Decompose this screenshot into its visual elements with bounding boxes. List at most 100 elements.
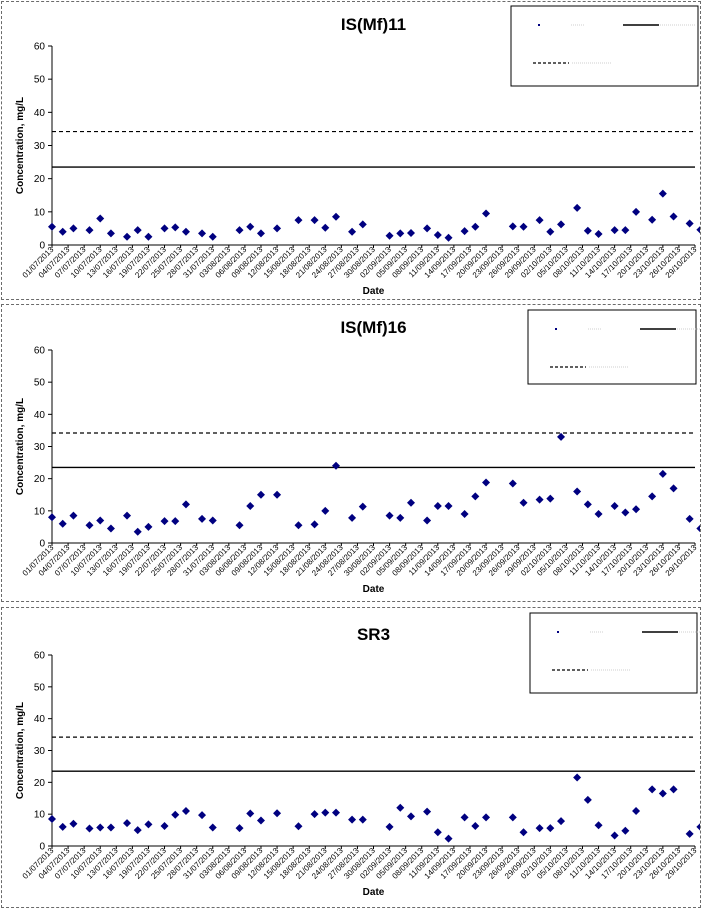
legend-box	[529, 612, 698, 694]
data-point	[208, 232, 217, 241]
y-tick-label: 20	[34, 174, 46, 185]
data-point	[144, 820, 153, 829]
data-point	[433, 231, 442, 240]
data-point	[573, 203, 582, 212]
data-point	[632, 806, 641, 815]
y-tick-label: 30	[34, 141, 46, 152]
data-point	[471, 492, 480, 501]
data-point	[482, 813, 491, 822]
data-point	[508, 479, 517, 488]
data-point	[208, 516, 217, 525]
data-point	[471, 821, 480, 830]
data-point	[96, 516, 105, 525]
data-point	[123, 819, 132, 828]
data-point	[696, 226, 700, 234]
chart-panel-2: IS(Mf)16 Concentration, mg/L 0 10 20 30 40 50 60…	[1, 304, 701, 602]
data-point	[583, 795, 592, 804]
data-point	[685, 219, 694, 228]
y-tick-label: 30	[34, 442, 46, 453]
data-point	[294, 822, 303, 831]
data-point	[433, 502, 442, 511]
data-point	[685, 514, 694, 523]
x-axis-label: Date	[363, 584, 385, 595]
data-point	[256, 229, 265, 238]
chart-title: IS(Mf)16	[340, 318, 406, 337]
data-point	[546, 494, 555, 503]
data-point	[69, 224, 78, 233]
data-point	[331, 212, 340, 221]
y-tick-label: 10	[34, 506, 46, 517]
data-point	[535, 495, 544, 504]
data-point	[235, 226, 244, 235]
data-point	[557, 220, 566, 229]
data-point	[246, 222, 255, 231]
data-point	[348, 513, 357, 522]
data-point	[106, 229, 115, 238]
data-point	[181, 806, 190, 815]
data-point	[58, 519, 67, 528]
data-point	[658, 789, 667, 798]
data-point	[594, 821, 603, 830]
y-axis-label: Concentration, mg/L	[15, 398, 26, 495]
chart-panel-3: SR3 Concentration, mg/L 0 10 20 30 40 50 60 01/07…	[1, 607, 701, 908]
data-point	[246, 809, 255, 818]
data-point	[144, 522, 153, 531]
data-point	[171, 810, 180, 819]
y-tick-label: 20	[34, 474, 46, 485]
data-point	[583, 226, 592, 235]
data-point	[358, 815, 367, 824]
data-point	[133, 226, 142, 235]
y-tick-label: 0	[39, 539, 45, 550]
data-point	[181, 500, 190, 509]
data-point	[171, 223, 180, 232]
y-tick-label: 10	[34, 207, 46, 218]
data-point	[396, 513, 405, 522]
data-point	[658, 189, 667, 198]
legend-marker	[555, 328, 557, 330]
data-point	[407, 812, 416, 821]
data-point	[246, 502, 255, 511]
data-point	[321, 506, 330, 515]
y-tick-label: 60	[34, 42, 46, 53]
data-point	[96, 823, 105, 832]
y-tick-label: 50	[34, 378, 46, 389]
x-axis-label: Date	[363, 887, 385, 898]
data-point	[573, 487, 582, 496]
data-point	[648, 785, 657, 794]
data-point	[321, 808, 330, 817]
data-point	[48, 222, 56, 231]
data-point	[256, 490, 265, 499]
y-axis-label: Concentration, mg/L	[15, 97, 26, 194]
data-point	[171, 517, 180, 526]
data-point	[385, 231, 394, 240]
data-point	[594, 510, 603, 519]
legend-marker	[538, 24, 540, 26]
data-point	[610, 831, 619, 840]
y-tick-label: 60	[34, 346, 46, 357]
data-point	[519, 222, 528, 231]
data-point	[546, 227, 555, 236]
data-point	[696, 823, 700, 831]
data-point	[310, 520, 319, 529]
data-point	[632, 207, 641, 216]
data-point	[594, 230, 603, 239]
data-point	[535, 216, 544, 225]
data-point	[696, 524, 700, 533]
data-point	[460, 813, 469, 822]
data-point	[460, 227, 469, 236]
data-point	[198, 811, 207, 820]
data-point	[58, 822, 67, 831]
data-point	[348, 227, 357, 236]
y-axis-label: Concentration, mg/L	[15, 702, 26, 799]
data-point	[69, 819, 78, 828]
data-point	[583, 500, 592, 509]
legend-marker	[557, 631, 559, 633]
data-point	[321, 223, 330, 232]
data-point	[648, 215, 657, 224]
data-point	[294, 216, 303, 225]
data-point	[508, 813, 517, 822]
data-point	[106, 823, 115, 832]
data-point	[482, 209, 491, 218]
data-point	[669, 484, 678, 493]
